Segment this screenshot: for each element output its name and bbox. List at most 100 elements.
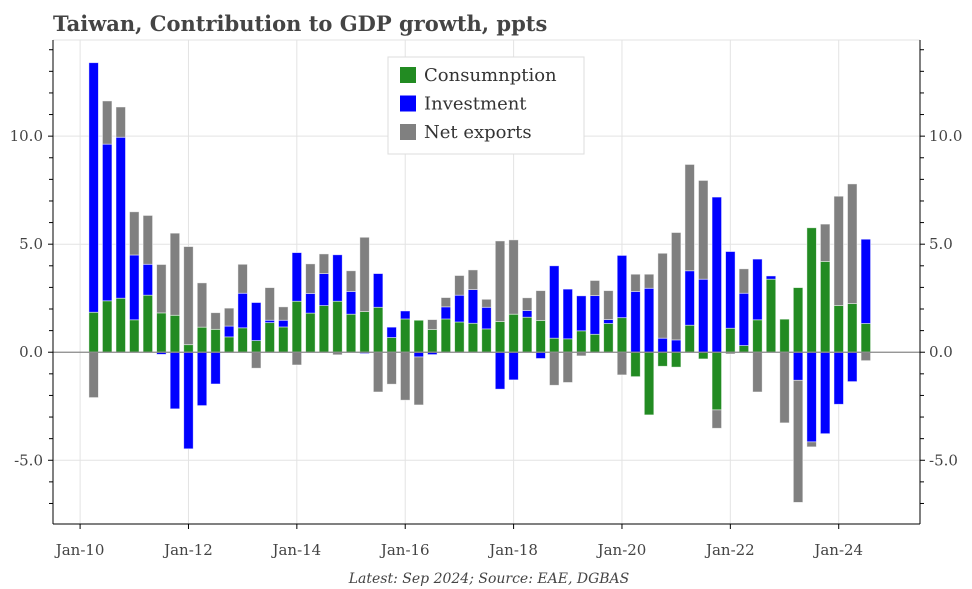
x-tick-label: Jan-14 <box>270 541 321 559</box>
bar-consumnption <box>630 351 641 378</box>
bar-consumnption <box>291 300 302 353</box>
bar-consumnption <box>765 278 777 353</box>
bar-consumnption <box>549 337 560 353</box>
bar-net-exports <box>129 211 140 256</box>
bar-investment <box>508 351 519 381</box>
bar-investment <box>711 196 722 353</box>
legend-swatch <box>400 124 416 140</box>
bar-net-exports <box>183 246 194 346</box>
bar-investment <box>833 351 844 405</box>
bar-net-exports <box>860 351 871 362</box>
bar-investment <box>278 319 289 328</box>
bar-net-exports <box>210 312 221 330</box>
right-tick-label: -5.0 <box>929 451 958 469</box>
right-tick-label: 5.0 <box>929 235 953 253</box>
bar-net-exports <box>684 164 695 272</box>
x-tick-label: Jan-12 <box>162 541 213 559</box>
bar-investment <box>481 306 492 330</box>
bar-investment <box>251 302 262 341</box>
legend-label: Investment <box>424 94 527 115</box>
chart-title: Taiwan, Contribution to GDP growth, ppts <box>53 11 547 36</box>
bar-net-exports <box>142 215 153 265</box>
bar-consumnption <box>88 311 99 353</box>
bar-consumnption <box>806 227 817 353</box>
bar-consumnption <box>400 318 411 353</box>
bar-consumnption <box>223 336 235 353</box>
bar-net-exports <box>603 290 614 320</box>
footnote: Latest: Sep 2024; Source: EAE, DGBAS <box>348 571 630 587</box>
bar-investment <box>847 351 858 383</box>
bar-net-exports <box>359 236 370 313</box>
bar-net-exports <box>630 273 641 292</box>
left-tick-label: -5.0 <box>14 451 43 469</box>
bar-net-exports <box>88 351 99 398</box>
bar-net-exports <box>251 351 262 369</box>
bar-investment <box>792 351 804 381</box>
bar-consumnption <box>264 322 275 353</box>
bar-investment <box>223 325 235 338</box>
bar-net-exports <box>264 287 275 321</box>
legend: Consumnption Investment Net exports <box>387 56 585 155</box>
bar-investment <box>725 251 736 329</box>
bar-net-exports <box>494 240 506 322</box>
bar-investment <box>318 273 330 306</box>
bar-net-exports <box>752 351 763 393</box>
bars <box>88 62 871 503</box>
bar-investment <box>88 62 99 313</box>
bar-investment <box>657 337 668 353</box>
bar-net-exports <box>806 441 817 448</box>
bar-net-exports <box>454 275 465 296</box>
bar-investment <box>440 306 452 320</box>
bar-consumnption <box>129 319 140 353</box>
bar-consumnption <box>643 351 655 416</box>
bar-consumnption <box>386 337 397 353</box>
bar-consumnption <box>711 351 722 411</box>
bar-investment <box>142 263 153 296</box>
bar-investment <box>345 291 357 315</box>
legend-swatch <box>400 67 416 83</box>
bar-consumnption <box>196 326 208 353</box>
bar-investment <box>494 351 506 390</box>
x-tick-label: Jan-16 <box>379 541 430 559</box>
bar-consumnption <box>102 300 113 353</box>
bar-consumnption <box>210 328 221 353</box>
bar-investment <box>643 287 655 353</box>
x-tick-label: Jan-10 <box>54 541 105 559</box>
bar-investment <box>115 136 126 299</box>
bar-net-exports <box>711 409 722 429</box>
bar-net-exports <box>508 239 519 315</box>
bar-net-exports <box>535 290 546 321</box>
bar-net-exports <box>345 270 357 292</box>
axes: -5.0 -5.0 0.0 0.0 5.0 5.0 10.0 10.0 Jan-10 Jan-12… <box>10 40 962 559</box>
bar-net-exports <box>589 280 601 297</box>
bar-net-exports <box>156 264 167 314</box>
legend-swatch <box>400 95 416 112</box>
bar-investment <box>413 351 424 358</box>
bar-investment <box>129 254 140 321</box>
bar-consumnption <box>278 326 289 353</box>
x-tick-label: Jan-22 <box>704 541 755 559</box>
bar-consumnption <box>833 305 844 353</box>
bar-consumnption <box>576 330 587 353</box>
bar-investment <box>454 294 465 323</box>
bar-net-exports <box>372 351 384 393</box>
bar-investment <box>372 273 384 308</box>
bar-investment <box>589 295 601 335</box>
bar-net-exports <box>779 351 790 424</box>
bar-consumnption <box>698 351 709 360</box>
bar-net-exports <box>657 252 668 339</box>
bar-investment <box>386 326 397 338</box>
bar-investment <box>196 351 208 406</box>
bar-consumnption <box>657 351 668 367</box>
bar-consumnption <box>738 345 750 353</box>
bar-investment <box>305 293 316 314</box>
bar-net-exports <box>481 298 492 308</box>
legend-label: Net exports <box>424 122 532 143</box>
bar-consumnption <box>345 313 357 353</box>
bar-net-exports <box>549 351 560 386</box>
bar-net-exports <box>278 306 289 321</box>
bar-investment <box>752 258 763 321</box>
bar-net-exports <box>616 351 628 376</box>
bar-consumnption <box>684 324 695 353</box>
bar-consumnption <box>752 319 763 353</box>
